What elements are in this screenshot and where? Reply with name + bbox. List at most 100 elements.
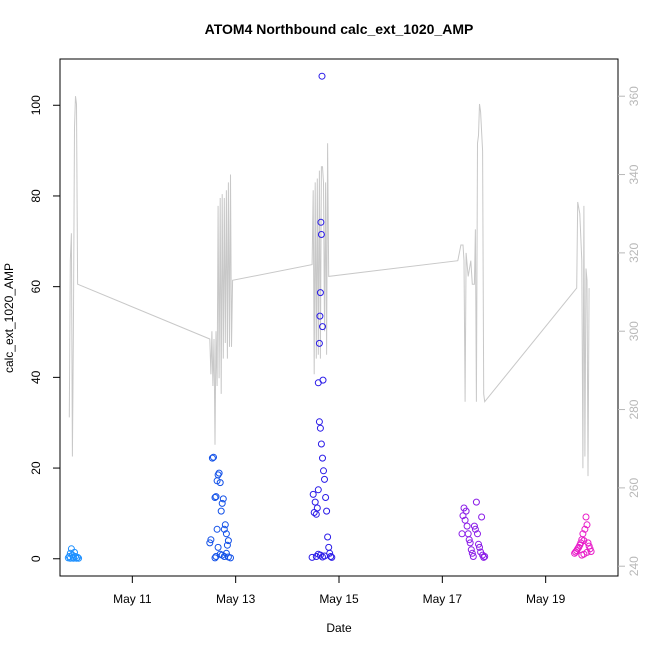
data-point [480, 553, 488, 561]
y2-tick-label: 260 [627, 478, 641, 498]
data-point [207, 536, 215, 544]
data-point [227, 554, 234, 562]
data-point [574, 545, 582, 553]
data-point [317, 440, 325, 448]
data-point [319, 454, 326, 462]
data-point [323, 507, 331, 515]
data-point [476, 543, 483, 551]
data-point [466, 539, 474, 547]
y2-tick-label: 340 [627, 164, 641, 184]
data-point [475, 540, 482, 548]
y2-tick-label: 280 [627, 399, 641, 419]
data-point [317, 218, 325, 226]
data-point [308, 553, 316, 561]
y2-tick-label: 240 [627, 556, 641, 576]
data-point [471, 525, 479, 533]
data-point [316, 424, 324, 432]
data-point [321, 475, 328, 483]
data-point [328, 553, 336, 561]
x-tick-label: May 17 [423, 592, 463, 606]
data-point [216, 479, 224, 487]
data-point [211, 554, 219, 562]
chart-title: ATOM4 Northbound calc_ext_1020_AMP [205, 21, 474, 37]
y-tick-label: 20 [29, 461, 43, 475]
y-tick-label: 40 [29, 370, 43, 384]
plot-frame [59, 58, 619, 577]
data-point [462, 507, 470, 515]
x-axis-label: Date [326, 621, 352, 635]
data-point [470, 522, 478, 530]
data-point [220, 525, 228, 533]
y-tick-label: 0 [29, 555, 43, 562]
data-point [217, 507, 225, 515]
data-point [211, 494, 219, 501]
x-tick-label: May 15 [319, 592, 359, 606]
data-point [469, 553, 477, 560]
data-point [218, 499, 226, 507]
data-point [74, 553, 82, 561]
data-point [583, 521, 591, 529]
data-point [206, 539, 214, 547]
data-point [208, 454, 216, 462]
data-point [315, 339, 323, 347]
data-point [458, 530, 466, 538]
data-point [321, 552, 328, 560]
y2-tick-label: 300 [627, 321, 641, 341]
data-point [474, 530, 481, 538]
data-point [584, 539, 592, 547]
line-series [68, 96, 590, 477]
data-point [212, 493, 220, 501]
data-point [224, 537, 232, 545]
data-point [465, 536, 473, 544]
data-point [66, 554, 74, 562]
data-point [481, 553, 489, 560]
data-point [478, 513, 486, 521]
data-point [325, 543, 333, 551]
data-point [316, 551, 324, 559]
data-point [215, 469, 223, 477]
data-point [309, 490, 317, 498]
y2-tick-label: 360 [627, 86, 641, 106]
y-tick-label: 80 [29, 189, 43, 203]
data-point [464, 530, 472, 538]
data-point [319, 323, 326, 331]
points-layer [64, 72, 595, 562]
data-point [316, 289, 324, 297]
data-point [472, 498, 480, 506]
x-tick-label: May 13 [216, 592, 256, 606]
data-point [313, 504, 321, 512]
data-point [587, 548, 595, 555]
data-point [324, 533, 332, 541]
x-tick-label: May 19 [526, 592, 566, 606]
data-point [318, 72, 326, 80]
data-point [581, 525, 589, 533]
data-point [317, 231, 325, 238]
data-point [467, 546, 475, 554]
data-point [463, 522, 471, 530]
data-point [213, 525, 221, 533]
data-point [214, 543, 222, 551]
data-point [222, 530, 230, 538]
data-point [322, 494, 330, 501]
data-point [314, 486, 322, 494]
data-point [222, 549, 230, 557]
axes: May 11 May 13 May 15 May 17 May 19 0 20 40 60 80 1… [29, 58, 641, 606]
data-point [320, 467, 327, 475]
data-point [221, 521, 229, 529]
x-tick-label: May 11 [113, 592, 152, 606]
data-point [579, 530, 587, 538]
data-point [210, 453, 217, 461]
data-point [223, 541, 231, 549]
data-point [69, 554, 77, 562]
data-point [468, 549, 476, 557]
y2-tick-label: 320 [627, 243, 641, 263]
data-point [316, 312, 324, 320]
y-axis-label: calc_ext_1020_AMP [2, 263, 16, 373]
y-tick-label: 60 [29, 280, 43, 294]
series-line [68, 96, 590, 477]
data-point [583, 548, 591, 556]
data-point [75, 554, 83, 562]
data-point [219, 495, 227, 503]
data-point [580, 537, 588, 545]
